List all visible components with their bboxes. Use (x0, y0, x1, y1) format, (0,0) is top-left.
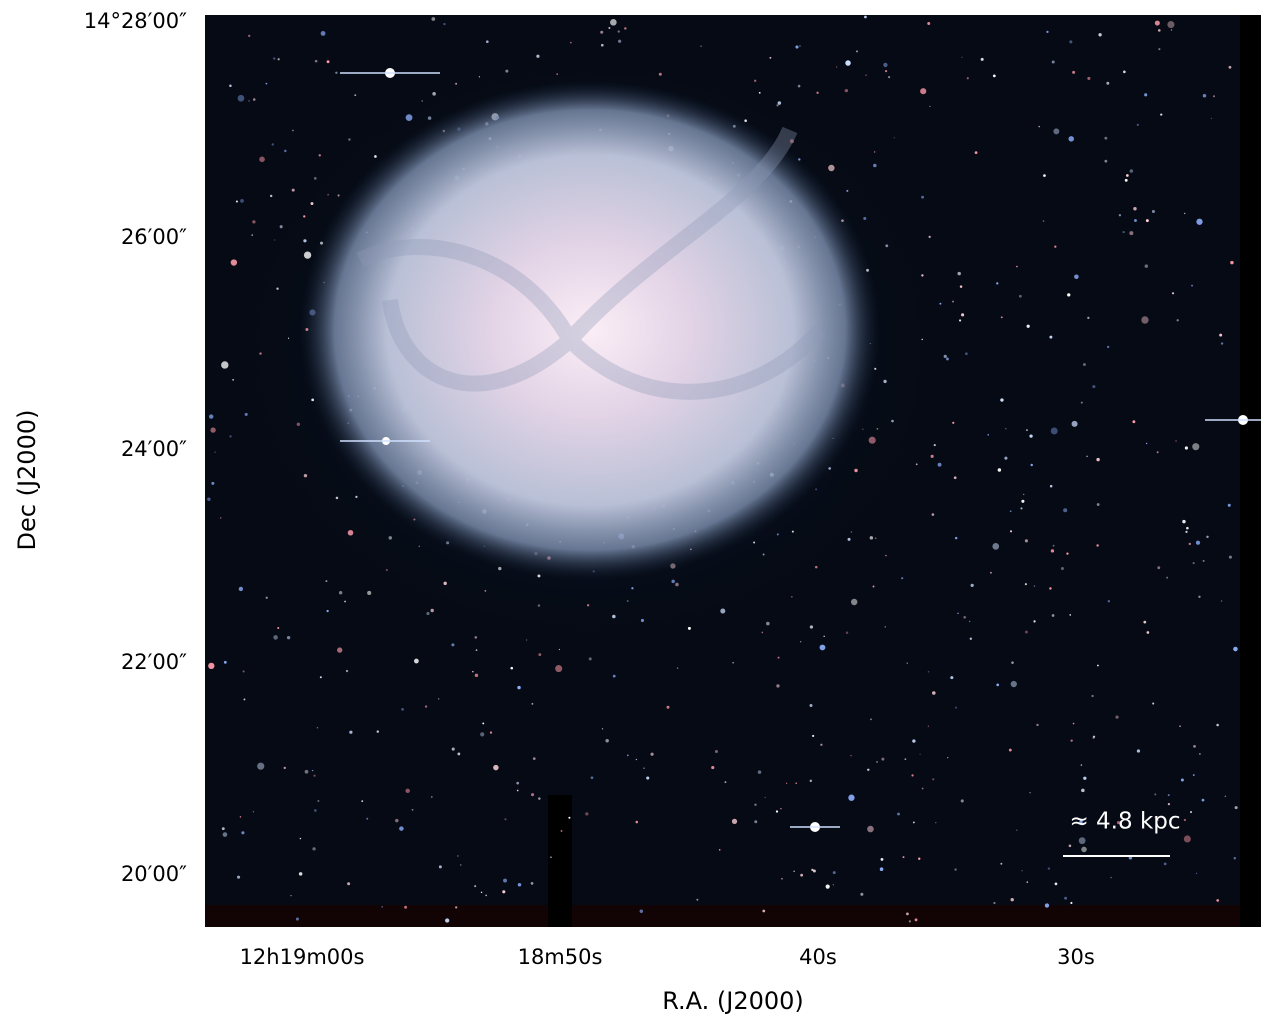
scale-bar-label: ≈ 4.8 kpc (1069, 809, 1180, 835)
x-ticks: 12h19m00s 18m50s 40s 30s (240, 945, 1095, 969)
image-edge (205, 905, 1261, 927)
x-tick-label: 18m50s (518, 945, 603, 969)
y-tick-label: 26′00″ (121, 225, 187, 249)
y-tick-label: 22′00″ (121, 650, 187, 674)
y-tick-label: 14°28′00″ (84, 9, 187, 33)
x-tick-label: 12h19m00s (240, 945, 365, 969)
bright-stars (340, 68, 1261, 832)
image-edge (1240, 15, 1261, 927)
y-ticks: 14°28′00″ 26′00″ 24′00″ 22′00″ 20′00″ (84, 9, 187, 886)
y-tick-label: 24′00″ (121, 437, 187, 461)
galaxy (300, 80, 880, 580)
spiral-arms (356, 126, 827, 400)
x-axis-label: R.A. (J2000) (662, 987, 804, 1015)
x-tick-label: 40s (799, 945, 837, 969)
x-tick-label: 30s (1057, 945, 1095, 969)
image-gap (548, 795, 572, 927)
y-axis-label: Dec (J2000) (13, 410, 41, 551)
y-tick-label: 20′00″ (121, 862, 187, 886)
